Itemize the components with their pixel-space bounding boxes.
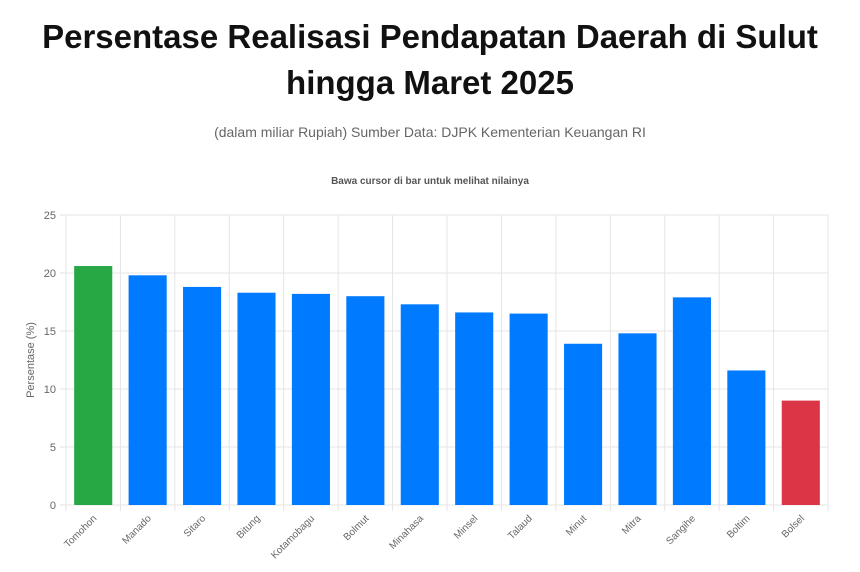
y-axis-label: Persentase (%) [25,322,37,398]
x-tick-label: Sangihe [664,513,698,547]
x-tick-label: Boltim [725,513,752,540]
chart-title: Persentase Realisasi Pendapatan Daerah d… [42,18,818,101]
bar-talaud[interactable]: Talaud: 16.5 [509,313,548,505]
bar-manado[interactable]: Manado: 19.8 [128,275,167,505]
y-tick-label: 10 [44,384,56,396]
x-tick-label: Minsel [452,513,480,541]
bar-sitaro[interactable]: Sitaro: 18.8 [183,286,222,505]
bar-minahasa[interactable]: Minahasa: 17.3 [400,304,439,505]
y-tick-label: 25 [44,210,56,222]
bar-mitra[interactable]: Mitra: 14.8 [618,333,657,505]
bar-sangihe[interactable]: Sangihe: 17.9 [672,297,711,505]
x-tick-label: Manado [120,513,154,547]
y-tick-label: 5 [50,442,56,454]
x-tick-label: Mitra [620,513,644,537]
x-tick-label: Bitung [235,513,263,541]
y-tick-label: 0 [50,500,56,512]
bar-kotamobagu[interactable]: Kotamobagu: 18.2 [291,293,330,505]
bar-bitung[interactable]: Bitung: 18.3 [237,292,276,505]
bar-boltim[interactable]: Boltim: 11.6 [727,370,766,505]
chart-subtitle: (dalam miliar Rupiah) Sumber Data: DJPK … [214,124,646,140]
bar-bolmut[interactable]: Bolmut: 18 [346,296,385,505]
x-tick-label: Talaud [506,513,535,542]
bar-bolsel[interactable]: Bolsel: 9 [781,400,820,505]
y-tick-label: 15 [44,326,56,338]
x-tick-label: Bolmut [342,513,372,543]
hover-hint: Bawa cursor di bar untuk melihat nilainy… [331,176,529,187]
x-tick-label: Tomohon [62,513,99,550]
x-tick-label: Kotamobagu [269,513,317,561]
x-tick-label: Sitaro [182,513,209,540]
x-tick-label: Minut [564,513,589,538]
y-tick-label: 20 [44,268,56,280]
bar-tomohon[interactable]: Tomohon: 20.6 [74,266,113,505]
x-tick-label: Minahasa [387,513,426,552]
bar-minut[interactable]: Minut: 13.9 [564,343,603,505]
bar-minsel[interactable]: Minsel: 16.6 [455,312,494,505]
x-tick-label: Bolsel [780,513,807,540]
